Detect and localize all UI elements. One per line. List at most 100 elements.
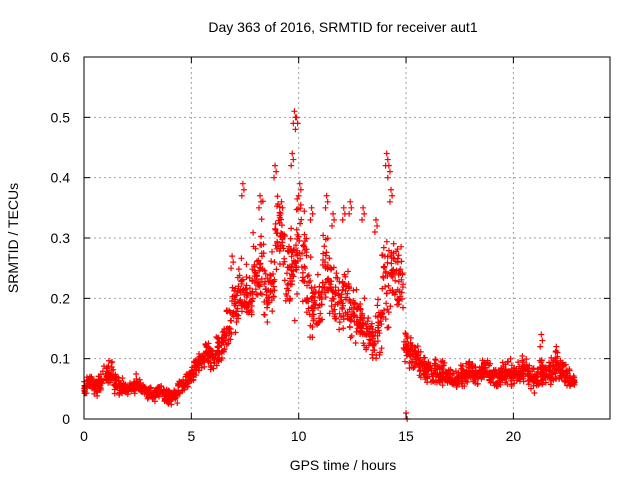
data-point xyxy=(502,372,509,379)
data-point xyxy=(97,375,104,382)
data-point xyxy=(322,294,329,301)
data-point xyxy=(359,310,366,317)
y-tick-label: 0.2 xyxy=(51,290,71,306)
data-point xyxy=(97,385,104,392)
data-point xyxy=(243,261,250,268)
data-point xyxy=(315,289,322,296)
data-point xyxy=(525,381,532,388)
data-point xyxy=(225,340,232,347)
data-point xyxy=(279,204,286,211)
data-point xyxy=(307,277,314,284)
data-point xyxy=(226,330,233,337)
data-point xyxy=(297,201,304,208)
data-point xyxy=(399,284,406,291)
data-point xyxy=(383,300,390,307)
data-point xyxy=(238,192,245,199)
data-point xyxy=(307,254,314,261)
data-point xyxy=(538,331,545,338)
data-point xyxy=(270,293,277,300)
data-point xyxy=(282,297,289,304)
data-point xyxy=(232,329,239,336)
data-point xyxy=(322,204,329,211)
data-point xyxy=(288,225,295,232)
data-point xyxy=(422,367,429,374)
data-point xyxy=(372,328,379,335)
data-point xyxy=(293,226,300,233)
data-point xyxy=(328,303,335,310)
data-point xyxy=(513,377,520,384)
data-point xyxy=(235,283,242,290)
data-point xyxy=(502,366,509,373)
data-point xyxy=(388,260,395,267)
data-point xyxy=(343,296,350,303)
plot-area xyxy=(83,56,611,420)
data-point xyxy=(526,370,533,377)
data-point xyxy=(317,310,324,317)
data-point xyxy=(298,216,305,223)
data-point xyxy=(309,293,316,300)
chart-title: Day 363 of 2016, SRMTID for receiver aut… xyxy=(208,19,477,35)
data-point xyxy=(137,388,144,395)
data-point xyxy=(350,287,357,294)
data-point xyxy=(274,239,281,246)
data-point xyxy=(549,371,556,378)
data-point xyxy=(248,309,255,316)
data-point xyxy=(240,186,247,193)
data-point xyxy=(402,330,409,337)
data-point xyxy=(392,277,399,284)
data-point xyxy=(303,249,310,256)
data-point xyxy=(354,305,361,312)
data-point xyxy=(557,357,564,364)
data-point xyxy=(357,314,364,321)
data-point xyxy=(535,381,542,388)
data-point xyxy=(116,381,123,388)
data-point xyxy=(219,347,226,354)
data-point xyxy=(320,250,327,257)
data-point xyxy=(297,186,304,193)
data-point xyxy=(360,204,367,211)
data-point xyxy=(119,375,126,382)
data-point xyxy=(320,232,327,239)
data-point xyxy=(290,268,297,275)
data-point xyxy=(345,285,352,292)
data-point xyxy=(296,180,303,187)
data-point xyxy=(281,258,288,265)
data-point xyxy=(213,350,220,357)
data-point xyxy=(352,339,359,346)
data-point xyxy=(491,368,498,375)
data-point xyxy=(376,330,383,337)
data-point xyxy=(239,276,246,283)
data-point xyxy=(258,233,265,240)
data-point xyxy=(192,366,199,373)
data-point xyxy=(234,305,241,312)
data-point xyxy=(385,282,392,289)
data-point xyxy=(394,246,401,253)
data-point xyxy=(379,251,386,258)
data-point xyxy=(308,285,315,292)
data-point xyxy=(254,272,261,279)
data-point xyxy=(395,301,402,308)
data-point xyxy=(380,273,387,280)
data-point xyxy=(294,206,301,213)
data-point xyxy=(269,248,276,255)
data-point xyxy=(321,289,328,296)
data-point xyxy=(233,308,240,315)
data-point xyxy=(298,264,305,271)
data-point xyxy=(380,244,387,251)
data-point xyxy=(220,339,227,346)
data-point xyxy=(318,295,325,302)
data-point xyxy=(389,273,396,280)
data-point xyxy=(486,369,493,376)
data-point xyxy=(214,344,221,351)
data-point xyxy=(554,349,561,356)
x-tick-label: 10 xyxy=(291,428,307,444)
data-point xyxy=(369,351,376,358)
data-point xyxy=(220,348,227,355)
y-tick-label: 0.6 xyxy=(51,49,71,65)
data-point xyxy=(257,241,264,248)
data-point xyxy=(507,355,514,362)
y-tick-label: 0 xyxy=(62,411,70,427)
data-point xyxy=(337,298,344,305)
data-point xyxy=(377,318,384,325)
data-point xyxy=(423,373,430,380)
